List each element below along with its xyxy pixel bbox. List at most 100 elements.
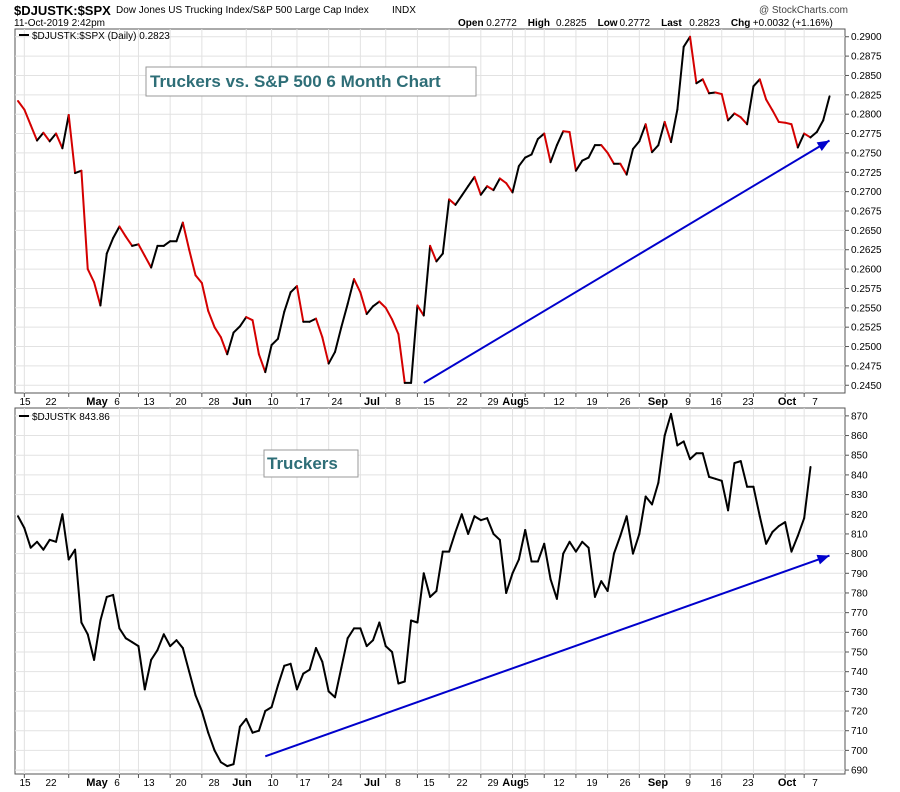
trucking-xtick-label: 23 (742, 778, 754, 789)
trucking-xtick-label: 16 (710, 778, 722, 789)
ratio-series-segment (695, 78, 704, 85)
trucking-series-segment (219, 761, 229, 768)
trucking-series-segment (568, 540, 577, 553)
trucking-series-segment (676, 440, 685, 447)
ratio-series-segment (574, 159, 584, 172)
ratio-ytick-label: 0.2825 (851, 90, 882, 101)
trucking-series-segment (479, 517, 489, 522)
ratio-xtick-label: Oct (778, 396, 797, 408)
trucking-xtick-label: 12 (553, 778, 565, 789)
trucking-series-segment (403, 619, 413, 683)
ratio-annotation-text: Truckers vs. S&P 500 6 Month Chart (150, 72, 441, 91)
ratio-series-segment (257, 353, 267, 374)
ratio-series-segment (86, 268, 96, 284)
ratio-series-segment (200, 282, 210, 312)
ratio-series-segment (118, 225, 127, 238)
ratio-series-segment (61, 113, 70, 150)
trucking-ytick-label: 770 (851, 608, 868, 619)
ratio-series-segment (270, 337, 279, 346)
exchange-label: INDX (392, 5, 416, 16)
ratio-ytick-label: 0.2875 (851, 52, 882, 63)
trucking-series-segment (752, 485, 761, 518)
trucking-xtick-label: 26 (619, 778, 631, 789)
trucking-series-segment (701, 452, 711, 478)
symbol-description: Dow Jones US Trucking Index/S&P 500 Larg… (116, 5, 369, 16)
ratio-series-segment (777, 120, 787, 124)
ratio-xtick-label: May (86, 396, 108, 408)
ratio-ytick-label: 0.2625 (851, 245, 882, 256)
ratio-series-segment (765, 98, 774, 112)
trucking-ytick-label: 810 (851, 529, 868, 540)
trucking-series-segment (80, 621, 89, 636)
trucking-xtick-label: 5 (523, 778, 529, 789)
ratio-series-segment (175, 221, 184, 243)
ratio-series-segment (74, 169, 83, 175)
trucking-series-segment (105, 593, 115, 598)
ratio-series-segment (517, 156, 527, 168)
trucking-series-segment (727, 462, 736, 512)
ratio-series-segment (143, 254, 153, 269)
trucking-series-segment (181, 647, 191, 673)
ratio-series-segment (720, 93, 730, 122)
ratio-series-segment (99, 252, 108, 307)
trucking-xtick-label: 9 (685, 778, 691, 789)
ratio-series-segment (746, 85, 755, 126)
quote-value-open: 0.2772 (486, 18, 517, 29)
ratio-series-segment (162, 240, 172, 247)
trucking-ytick-label: 850 (851, 451, 868, 462)
date-stamp: 11-Oct-2019 2:42pm (14, 18, 105, 29)
ratio-series-segment (790, 123, 799, 149)
ratio-trendline (423, 139, 831, 384)
ratio-series-segment (245, 316, 254, 322)
ratio-series-segment (498, 177, 508, 185)
ratio-series-segment (42, 131, 51, 143)
trucking-series-segment (308, 647, 317, 671)
trucking-ytick-label: 720 (851, 707, 868, 718)
trucking-series-segment (460, 513, 470, 535)
ratio-series-segment (80, 169, 89, 271)
ratio-series-segment (638, 123, 647, 143)
ratio-ytick-label: 0.2525 (851, 323, 882, 334)
trucking-series-segment (86, 633, 96, 661)
trucking-ytick-label: 690 (851, 766, 868, 777)
trucking-series-segment (55, 513, 64, 543)
ratio-ytick-label: 0.2850 (851, 71, 882, 82)
trucking-series-segment (302, 668, 311, 675)
ratio-ytick-label: 0.2550 (851, 303, 882, 314)
ratio-series-segment (48, 132, 58, 143)
trucking-series-segment (543, 542, 552, 581)
trucking-trendline (264, 554, 830, 758)
ratio-xtick-label: 7 (812, 397, 818, 408)
trucking-annotation-text: Truckers (267, 454, 338, 473)
trucking-series-segment (194, 694, 203, 713)
ratio-series-segment (397, 333, 406, 384)
trucking-series-segment (42, 538, 51, 551)
trucking-ytick-label: 870 (851, 411, 868, 422)
ratio-series-segment (124, 235, 134, 247)
trucking-series-segment (587, 546, 596, 598)
ratio-xtick-label: 24 (331, 397, 343, 408)
ratio-series-segment (555, 130, 565, 147)
trucking-series-segment (803, 466, 812, 520)
trucking-series-segment (137, 645, 146, 691)
trucking-series-segment (334, 666, 343, 699)
trucking-annotation-box (263, 449, 359, 478)
trucking-xtick-label: 8 (395, 778, 401, 789)
trucking-series-segment (733, 460, 742, 465)
trucking-series-segment (131, 641, 140, 648)
trucking-series-segment (505, 572, 514, 594)
trucking-ytick-label: 730 (851, 687, 868, 698)
ratio-series-segment (511, 165, 520, 194)
ratio-series-segment (295, 285, 305, 323)
trucking-series-segment (536, 542, 546, 563)
ratio-ytick-label: 0.2750 (851, 148, 882, 159)
trucking-xtick-label: 20 (175, 778, 187, 789)
ratio-xtick-label: 10 (267, 397, 279, 408)
trucking-series-segment (378, 621, 387, 648)
trucking-series-segment (264, 706, 273, 713)
ratio-series-segment (784, 121, 793, 126)
ratio-series-segment (708, 91, 717, 95)
trucking-series-segment (156, 633, 165, 652)
trucking-series-segment (327, 690, 336, 699)
ratio-series-segment (219, 336, 229, 356)
